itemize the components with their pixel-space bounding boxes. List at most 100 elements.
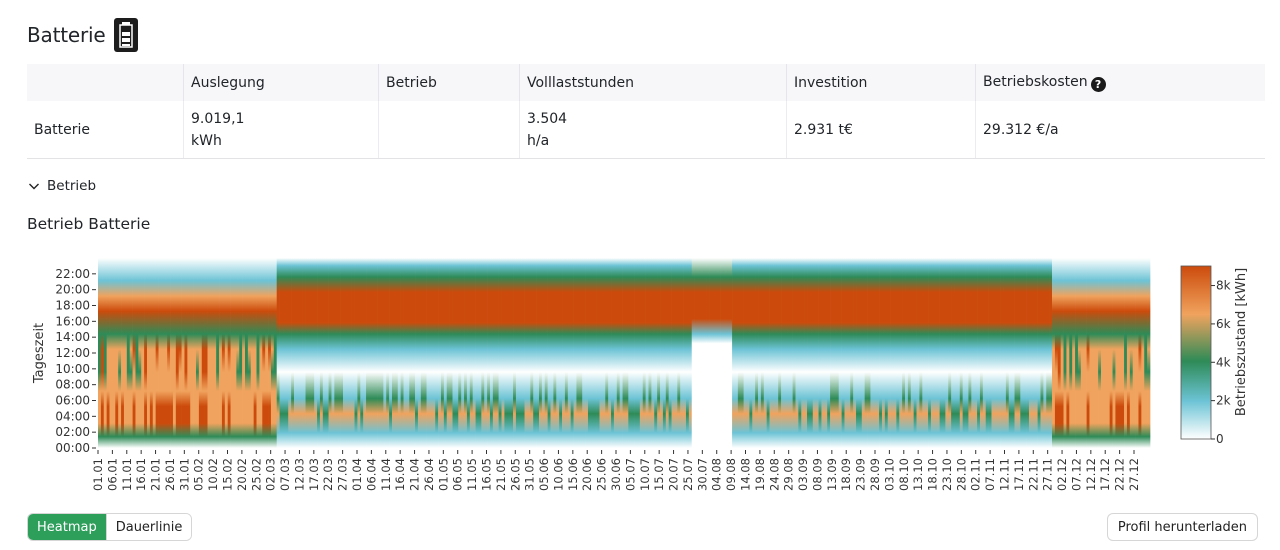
heatmap-day-column <box>331 258 335 448</box>
heatmap-button[interactable]: Heatmap <box>28 514 106 540</box>
heatmap-day-column <box>694 258 698 448</box>
heatmap-day-column <box>1147 258 1151 448</box>
heatmap-day-column <box>879 258 883 448</box>
heatmap-day-column <box>210 258 214 448</box>
heatmap-day-column <box>775 258 779 448</box>
heatmap-day-column <box>1126 258 1131 448</box>
heatmap-day-column <box>755 258 759 448</box>
heatmap-day-column <box>974 258 978 448</box>
heatmap-day-column <box>319 258 324 448</box>
volllast-unit: h/a <box>527 132 550 149</box>
heatmap-day-column <box>417 258 422 448</box>
heatmap-day-column <box>890 258 894 448</box>
chevron-down-icon <box>29 183 39 190</box>
x-tick-label: 20.06 <box>580 458 594 491</box>
heatmap-day-column <box>758 258 762 448</box>
heatmap-day-column <box>530 258 534 448</box>
x-tick-label: 01.01 <box>91 458 105 491</box>
heatmap-day-column <box>951 258 955 448</box>
heatmap-day-column <box>674 258 678 448</box>
heatmap-day-column <box>305 258 309 448</box>
heatmap-day-column <box>734 258 739 448</box>
betriebskosten-cell: 29.312 €/a <box>975 101 1265 159</box>
dauerlinie-button[interactable]: Dauerlinie <box>105 514 192 540</box>
x-tick-label: 30.06 <box>609 458 623 491</box>
heatmap-day-column <box>152 258 156 448</box>
heatmap-day-column <box>446 258 450 448</box>
heatmap-day-column <box>902 258 906 448</box>
x-tick-label: 30.07 <box>695 458 709 491</box>
heatmap-day-column <box>616 258 621 448</box>
heatmap-day-column <box>593 258 597 448</box>
x-tick-label: 10.07 <box>638 458 652 491</box>
x-tick-label: 23.10 <box>940 458 954 491</box>
heatmap-day-column <box>726 258 730 448</box>
heatmap-day-column <box>611 258 615 448</box>
heatmap-day-column <box>178 258 182 448</box>
x-tick-label: 15.07 <box>652 458 666 491</box>
heatmap-day-column <box>858 258 863 448</box>
heatmap-day-column <box>619 258 623 448</box>
heatmap-day-column <box>374 258 378 448</box>
help-icon[interactable]: ? <box>1090 76 1106 92</box>
volllast-cell: 3.504 h/a <box>519 101 787 159</box>
heatmap-day-column <box>403 258 407 448</box>
x-tick-label: 12.03 <box>292 458 306 491</box>
heatmap-day-column <box>149 258 154 448</box>
x-tick-label: 25.06 <box>595 458 609 491</box>
heatmap-day-column <box>279 258 283 448</box>
heatmap-day-column <box>377 258 381 448</box>
heatmap-day-column <box>363 258 367 448</box>
heatmap-day-column <box>510 258 514 448</box>
heatmap-day-column <box>1017 258 1021 448</box>
heatmap-day-column <box>645 258 649 448</box>
heatmap-day-column <box>383 258 387 448</box>
x-tick-label: 13.09 <box>825 458 839 491</box>
x-tick-label: 26.05 <box>508 458 522 491</box>
heatmap-day-column <box>1072 258 1076 448</box>
heatmap-day-column <box>538 258 543 448</box>
heatmap-day-column <box>187 258 191 448</box>
heatmap-day-column <box>98 258 102 448</box>
heatmap-day-column <box>386 258 390 448</box>
heatmap-day-column <box>1040 258 1044 448</box>
x-tick-label: 08.10 <box>897 458 911 491</box>
heatmap-day-column <box>1069 258 1073 448</box>
heatmap-day-column <box>1121 258 1125 448</box>
heatmap-day-column <box>798 258 802 448</box>
x-tick-label: 23.09 <box>854 458 868 491</box>
table-header-investition: Investition <box>786 64 976 101</box>
heatmap-day-column <box>311 258 315 448</box>
x-tick-label: 01.05 <box>436 458 450 491</box>
colorbar-tick-label: 2k <box>1216 394 1231 408</box>
y-tick-label: 20:00 <box>55 283 90 297</box>
row-name: Batterie <box>27 101 184 159</box>
heatmap-day-column <box>216 258 220 448</box>
heatmap-day-column <box>662 258 667 448</box>
heatmap-day-column <box>1063 258 1067 448</box>
heatmap-day-column <box>400 258 404 448</box>
heatmap-day-column <box>567 258 572 448</box>
heatmap-day-column <box>262 258 266 448</box>
heatmap-day-column <box>345 258 350 448</box>
x-tick-label: 27.11 <box>1041 458 1055 491</box>
heatmap-day-column <box>129 258 133 448</box>
heatmap-day-column <box>945 258 949 448</box>
download-profile-button[interactable]: Profil herunterladen <box>1106 513 1258 541</box>
heatmap-day-column <box>504 258 508 448</box>
heatmap-day-column <box>959 258 964 448</box>
betrieb-collapse-toggle[interactable]: Betrieb <box>28 178 96 194</box>
heatmap-day-column <box>518 258 523 448</box>
x-tick-label: 28.09 <box>868 458 882 491</box>
heatmap-day-column <box>832 258 837 448</box>
heatmap-day-column <box>1077 258 1082 448</box>
x-tick-label: 27.03 <box>336 458 350 491</box>
heatmap-day-column <box>282 258 286 448</box>
heatmap-day-column <box>997 258 1001 448</box>
heatmap-day-column <box>273 258 278 448</box>
heatmap-day-column <box>922 258 926 448</box>
heatmap-day-column <box>1132 258 1136 448</box>
heatmap-day-column <box>351 258 355 448</box>
heatmap-day-column <box>155 258 159 448</box>
